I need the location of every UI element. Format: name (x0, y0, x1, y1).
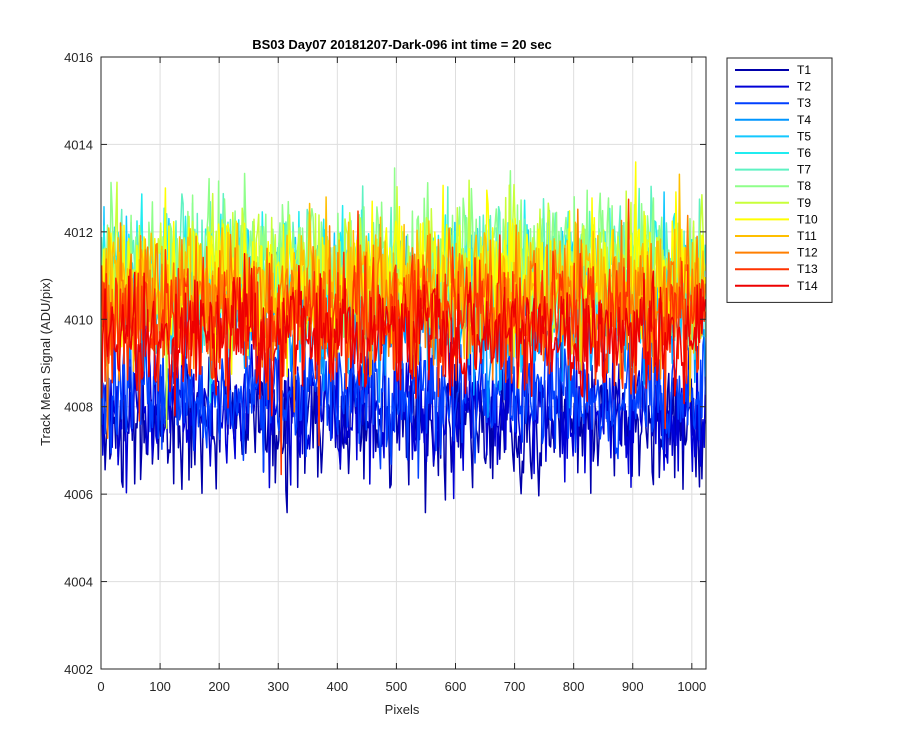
y-tick-label: 4004 (64, 575, 93, 590)
x-tick-label: 300 (267, 679, 289, 694)
x-tick-label: 900 (622, 679, 644, 694)
legend-box (726, 57, 833, 303)
x-tick-label: 600 (445, 679, 467, 694)
legend-label: T5 (797, 129, 811, 143)
x-tick-label: 500 (386, 679, 408, 694)
legend-label: T2 (797, 80, 811, 94)
legend-label: T8 (797, 179, 811, 193)
y-axis-label: Track Mean Signal (ADU/pix) (38, 278, 53, 446)
x-tick-label: 400 (326, 679, 348, 694)
legend-label: T12 (797, 246, 818, 260)
y-tick-label: 4002 (64, 662, 93, 677)
legend-label: T7 (797, 163, 811, 177)
legend-label: T1 (797, 63, 811, 77)
y-tick-label: 4012 (64, 225, 93, 240)
y-tick-label: 4006 (64, 487, 93, 502)
x-tick-label: 700 (504, 679, 526, 694)
x-axis-label: Pixels (385, 702, 420, 717)
legend-label: T11 (797, 229, 817, 243)
x-tick-label: 100 (149, 679, 171, 694)
x-tick-label: 1000 (677, 679, 706, 694)
series-lines (100, 161, 707, 514)
x-tick-label: 200 (208, 679, 230, 694)
legend-label: T9 (797, 196, 811, 210)
y-tick-label: 4010 (64, 312, 93, 327)
series-line-T13 (100, 198, 707, 476)
plot-area: 0 100 200 300 400 500 600 700 800 900 1000 4002 4004… (64, 50, 707, 694)
legend-label: T14 (797, 279, 818, 293)
chart-title: BS03 Day07 20181207-Dark-096 int time = … (252, 37, 552, 52)
axes-box (100, 56, 707, 670)
y-tick-label: 4008 (64, 400, 93, 415)
legend: T1 T2 T3 T4 T5 T6 T7 T8 T9 T10 T11 T12 T13 T14 (726, 57, 833, 303)
legend-label: T10 (797, 212, 818, 226)
legend-label: T3 (797, 96, 811, 110)
x-tick-label: 800 (563, 679, 585, 694)
y-tick-label: 4016 (64, 50, 93, 65)
legend-label: T4 (797, 113, 811, 127)
y-tick-label: 4014 (64, 137, 93, 152)
legend-label: T6 (797, 146, 811, 160)
legend-label: T13 (797, 262, 818, 276)
x-tick-label: 0 (97, 679, 104, 694)
series-line-T14 (100, 252, 707, 417)
